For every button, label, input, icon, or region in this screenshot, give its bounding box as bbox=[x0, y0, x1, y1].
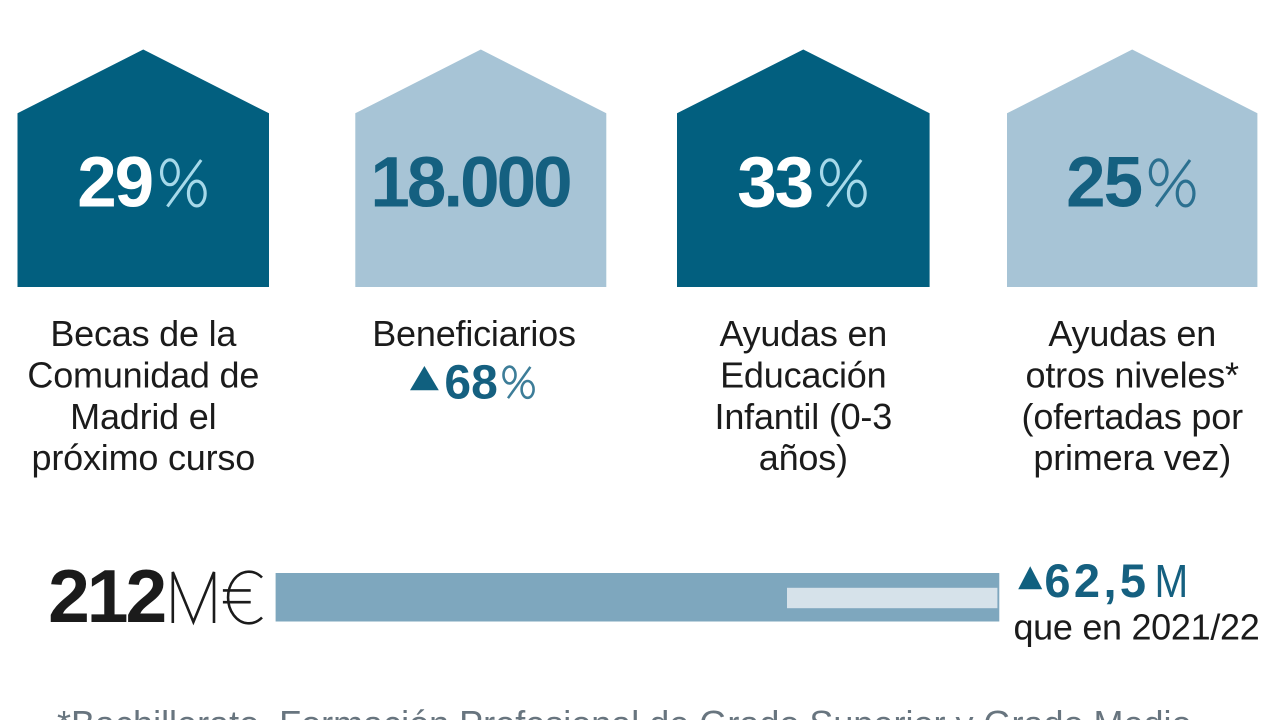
svg-text:29: 29 bbox=[77, 144, 152, 223]
svg-text:próximo curso: próximo curso bbox=[32, 437, 255, 478]
svg-text:Ayudas en: Ayudas en bbox=[1048, 313, 1216, 354]
svg-text:Educación: Educación bbox=[720, 354, 886, 395]
svg-text:Becas de la: Becas de la bbox=[50, 313, 237, 354]
svg-text:212: 212 bbox=[48, 554, 164, 638]
svg-text:33: 33 bbox=[737, 144, 812, 223]
svg-text:otros niveles*: otros niveles* bbox=[1026, 354, 1239, 395]
svg-text:Madrid el: Madrid el bbox=[70, 396, 216, 437]
svg-text:18.000: 18.000 bbox=[370, 144, 570, 223]
svg-text:Comunidad de: Comunidad de bbox=[27, 354, 259, 395]
svg-text:que en 2021/22: que en 2021/22 bbox=[1013, 606, 1259, 647]
svg-text:Beneficiarios: Beneficiarios bbox=[372, 313, 576, 354]
svg-text:primera vez): primera vez) bbox=[1033, 437, 1231, 478]
svg-text:68: 68 bbox=[444, 356, 497, 409]
svg-text:años): años) bbox=[759, 437, 848, 478]
svg-text:25: 25 bbox=[1066, 144, 1141, 223]
svg-text:Ayudas en: Ayudas en bbox=[719, 313, 887, 354]
svg-text:Infantil (0-3: Infantil (0-3 bbox=[715, 396, 893, 437]
svg-text:62,5: 62,5 bbox=[1044, 554, 1149, 607]
svg-text:(ofertadas por: (ofertadas por bbox=[1022, 396, 1244, 437]
svg-text:*Bachillerato, Formación Profe: *Bachillerato, Formación Profesional de … bbox=[57, 703, 1192, 720]
svg-text:M: M bbox=[1155, 557, 1189, 608]
